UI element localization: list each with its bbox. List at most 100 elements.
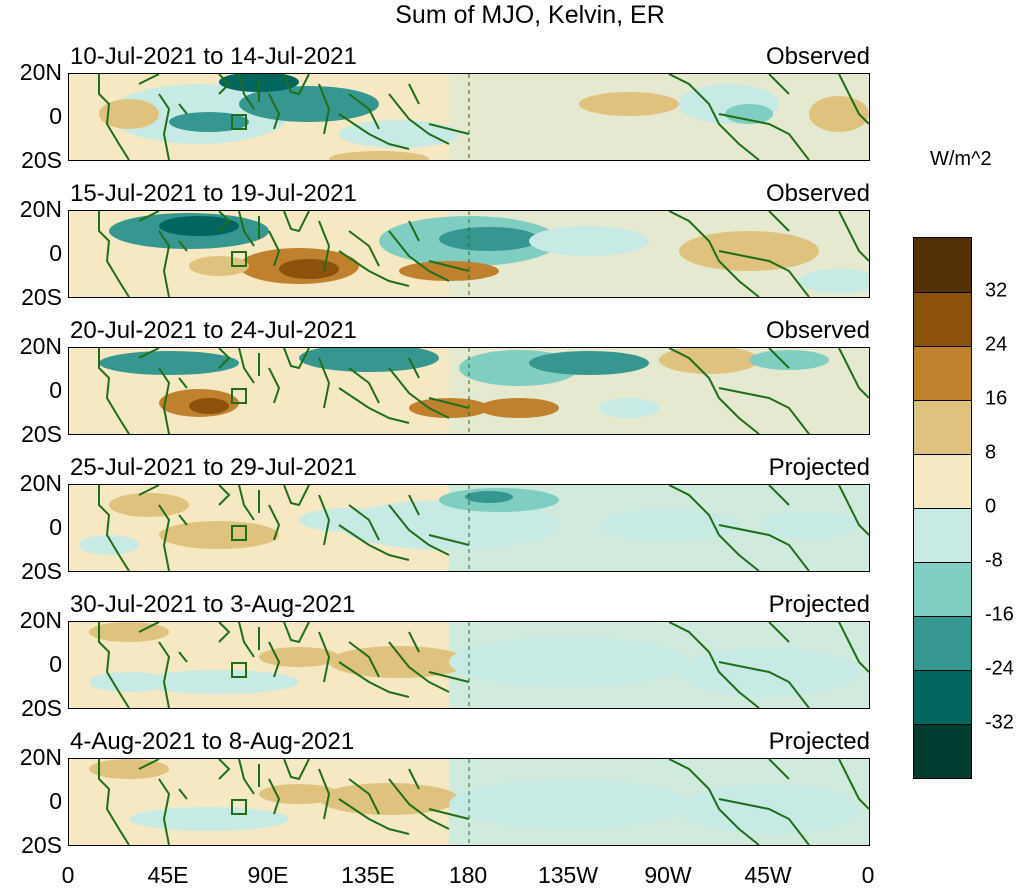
anomaly-contour xyxy=(465,491,513,503)
lon-label: 0 xyxy=(861,862,875,888)
panel-status: Projected xyxy=(768,591,870,618)
map-title: Sum of MJO, Kelvin, ER xyxy=(395,1,665,29)
colorbar-swatch xyxy=(914,400,971,454)
colorbar-label: -8 xyxy=(985,549,1003,572)
coastline xyxy=(98,348,869,434)
lat-label-20s: 20S xyxy=(21,695,62,721)
panel-status: Projected xyxy=(768,728,870,755)
anomaly-contour xyxy=(599,509,739,541)
lat-label-20s: 20S xyxy=(21,147,62,173)
colorbar-swatch xyxy=(914,346,971,400)
lat-label-0: 0 xyxy=(49,514,62,540)
colorbar-label: 16 xyxy=(985,387,1008,410)
anomaly-contour xyxy=(759,511,859,539)
anomaly-contour xyxy=(159,521,279,549)
region-box xyxy=(231,114,247,130)
lat-label-20n: 20N xyxy=(19,744,62,770)
anomaly-contour xyxy=(479,398,559,418)
anomaly-contour xyxy=(749,350,829,370)
anomaly-contour xyxy=(319,783,459,815)
anomaly-contour xyxy=(679,231,819,271)
lat-label-20s: 20S xyxy=(21,284,62,310)
colorbar-swatch xyxy=(914,238,971,292)
colorbar-swatch xyxy=(914,616,971,670)
lat-label-0: 0 xyxy=(49,788,62,814)
anomaly-contour xyxy=(799,269,869,293)
panel-date-range: 25-Jul-2021 to 29-Jul-2021 xyxy=(70,454,357,481)
anomaly-map xyxy=(68,73,870,161)
anomaly-contour xyxy=(239,86,379,122)
map-panel: 20-Jul-2021 to 24-Jul-2021 Observed 20N … xyxy=(20,317,870,447)
lat-label-0: 0 xyxy=(49,103,62,129)
colorbar-label: 0 xyxy=(985,495,997,518)
lat-label-0: 0 xyxy=(49,240,62,266)
coastline xyxy=(98,485,869,571)
anomaly-contour xyxy=(129,807,289,831)
anomaly-map xyxy=(68,758,870,846)
anomaly-contour xyxy=(89,672,169,692)
lon-label: 180 xyxy=(448,862,488,888)
lat-label-20s: 20S xyxy=(21,832,62,858)
anomaly-contour xyxy=(579,92,679,116)
lat-label-20n: 20N xyxy=(19,196,62,222)
anomaly-contour xyxy=(449,637,689,687)
anomaly-contour xyxy=(329,646,469,678)
map-panel: 30-Jul-2021 to 3-Aug-2021 Projected 20N … xyxy=(20,591,870,721)
region-box xyxy=(231,662,247,678)
panel-status: Observed xyxy=(765,43,870,70)
panel-date-range: 20-Jul-2021 to 24-Jul-2021 xyxy=(70,317,357,344)
anomaly-map xyxy=(68,347,870,435)
lat-label-20s: 20S xyxy=(21,558,62,584)
anomaly-contour xyxy=(109,493,189,517)
lat-label-20n: 20N xyxy=(19,607,62,633)
lat-label-0: 0 xyxy=(49,377,62,403)
anomaly-contour xyxy=(99,99,159,129)
lat-label-20n: 20N xyxy=(19,470,62,496)
panel-status: Projected xyxy=(768,454,870,481)
anomaly-contour xyxy=(329,151,429,160)
anomaly-contour xyxy=(439,227,539,251)
anomaly-contour xyxy=(399,261,499,281)
anomaly-field xyxy=(69,485,869,571)
lon-label: 90E xyxy=(247,862,289,888)
panel-status: Observed xyxy=(765,317,870,344)
panel-date-range: 4-Aug-2021 to 8-Aug-2021 xyxy=(70,728,355,755)
region-box xyxy=(231,251,247,267)
colorbar-swatch xyxy=(914,508,971,562)
colorbar xyxy=(913,237,972,779)
anomaly-field xyxy=(69,759,869,845)
colorbar-label: 8 xyxy=(985,441,997,464)
colorbar-label: 24 xyxy=(985,333,1008,356)
lon-label: 45E xyxy=(147,862,189,888)
anomaly-contour xyxy=(89,759,169,779)
colorbar-swatch xyxy=(914,670,971,724)
anomaly-contour xyxy=(99,351,239,375)
lon-label: 90W xyxy=(644,862,692,888)
colorbar-swatch xyxy=(914,724,971,778)
anomaly-field xyxy=(69,622,869,708)
lat-label-20n: 20N xyxy=(19,333,62,359)
lat-label-20n: 20N xyxy=(19,59,62,85)
anomaly-contour xyxy=(339,120,459,148)
coastline xyxy=(98,211,869,297)
colorbar-unit: W/m^2 xyxy=(930,148,992,170)
panel-date-range: 15-Jul-2021 to 19-Jul-2021 xyxy=(70,180,357,207)
coastline xyxy=(98,759,869,845)
anomaly-map xyxy=(68,210,870,298)
map-panel: 15-Jul-2021 to 19-Jul-2021 Observed 20N … xyxy=(20,180,870,310)
anomaly-contour xyxy=(529,351,649,375)
anomaly-field xyxy=(69,211,869,297)
coastline xyxy=(98,622,869,708)
anomaly-field xyxy=(69,348,869,434)
anomaly-contour xyxy=(189,398,229,414)
lat-label-0: 0 xyxy=(49,651,62,677)
map-panel: 25-Jul-2021 to 29-Jul-2021 Projected 20N… xyxy=(20,454,870,584)
colorbar-label: -32 xyxy=(985,711,1014,734)
colorbar-label: 32 xyxy=(985,279,1008,302)
anomaly-contour xyxy=(79,535,139,555)
colorbar-label: -24 xyxy=(985,657,1014,680)
anomaly-contour xyxy=(449,779,689,829)
lon-label: 0 xyxy=(61,862,75,888)
lon-label: 135W xyxy=(537,862,599,888)
colorbar-swatch xyxy=(914,454,971,508)
